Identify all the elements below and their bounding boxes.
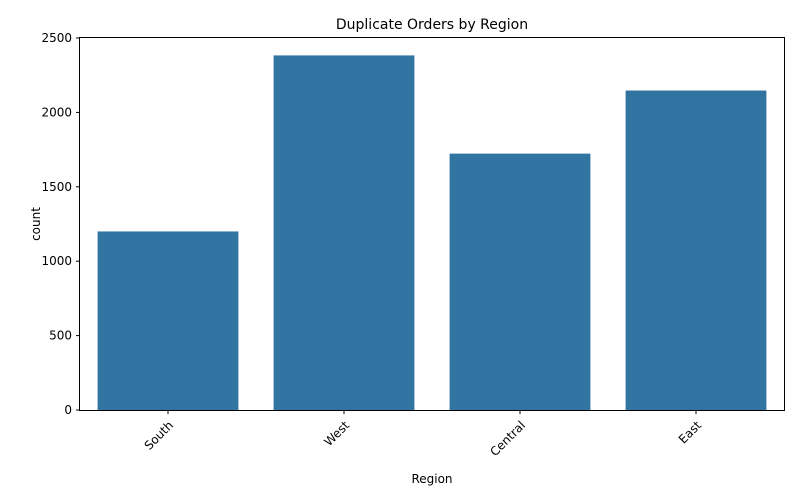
bar-west	[273, 55, 415, 410]
y-axis: 0 500 1000 1500 2000 2500	[41, 31, 80, 417]
y-axis-label: count	[29, 207, 43, 241]
y-tick-label: 0	[64, 403, 72, 417]
x-tick-label: East	[676, 418, 704, 446]
chart-title: Duplicate Orders by Region	[336, 17, 528, 33]
y-tick-label: 1500	[41, 180, 72, 194]
bar-south	[97, 231, 239, 410]
y-tick-label: 1000	[41, 254, 72, 268]
bars-group	[97, 55, 767, 410]
x-tick-label: South	[142, 418, 177, 453]
x-tick-label: Central	[487, 418, 528, 459]
y-tick-label: 2000	[41, 105, 72, 119]
plot-frame	[79, 37, 785, 411]
y-tick-label: 2500	[41, 31, 72, 45]
y-tick-label: 500	[49, 329, 72, 343]
bar-east	[625, 90, 767, 410]
x-axis-label: Region	[411, 472, 452, 486]
x-tick-label: West	[321, 418, 352, 449]
bar-central	[449, 153, 591, 410]
x-axis: South West Central East	[142, 410, 704, 459]
